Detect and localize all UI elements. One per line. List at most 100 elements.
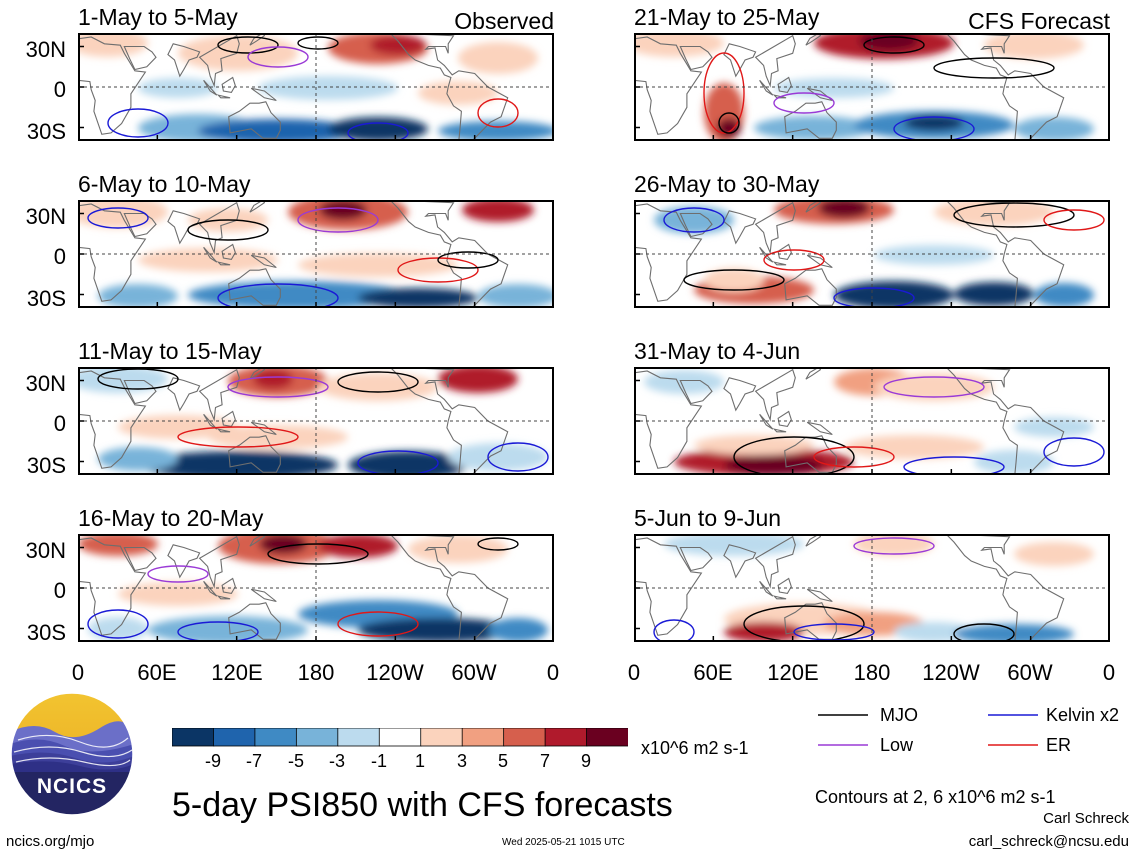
coastline	[945, 367, 1065, 475]
colorbar-swatch	[254, 728, 298, 747]
coastline	[250, 588, 277, 603]
coastline	[777, 410, 792, 428]
colorbar-tick: 9	[580, 751, 592, 771]
xlabel: 60W	[1007, 660, 1053, 685]
coastline	[634, 537, 703, 636]
contour-line	[217, 36, 279, 54]
anomaly-field	[438, 121, 554, 141]
anomaly-field	[634, 33, 724, 57]
coastline	[754, 34, 796, 88]
contour-line	[337, 611, 419, 637]
anomaly-field	[148, 616, 308, 642]
contour-line	[87, 207, 149, 229]
coastline	[945, 33, 1065, 141]
coastline	[723, 377, 757, 412]
panel-title-5: 21-May to 25-May	[634, 4, 820, 30]
anomaly-field	[318, 373, 438, 401]
panel-title-2: 6-May to 10-May	[78, 171, 251, 197]
colorbar-tick: 3	[456, 751, 468, 771]
anomaly-field	[188, 281, 408, 308]
contour-note: Contours at 2, 6 x10^6 m2 s-1	[815, 787, 1056, 807]
coastline	[945, 534, 1065, 642]
legend-swatches-right	[988, 714, 1038, 746]
coastline	[634, 370, 703, 469]
xlabel: 180	[853, 660, 891, 685]
anomaly-field	[98, 284, 178, 308]
coastline	[389, 534, 509, 642]
coastline	[754, 368, 796, 422]
contour-line	[487, 442, 549, 472]
author-email[interactable]: carl_schreck@ncsu.edu	[968, 833, 1129, 850]
anomaly-field	[78, 367, 168, 393]
legend-label-kelvin: Kelvin x2	[1046, 705, 1120, 725]
panel-title-1: 1-May to 5-May	[78, 4, 238, 30]
colorbar-swatch	[503, 728, 546, 747]
anomaly-field	[704, 268, 764, 292]
coastline	[123, 45, 157, 71]
ylabel-eq: 0	[53, 411, 66, 436]
colorbar-tick: -1	[370, 751, 388, 771]
anomaly-field	[462, 200, 534, 222]
contour-line	[933, 57, 1055, 79]
coastline	[634, 203, 703, 302]
anomaly-field	[754, 116, 874, 140]
anomaly-field	[78, 534, 158, 556]
map-panel	[78, 534, 554, 642]
colorbar	[172, 728, 628, 747]
coastline	[759, 246, 774, 263]
anomaly-field	[138, 451, 338, 475]
coastline	[772, 595, 787, 600]
anomaly-field	[774, 78, 894, 98]
forecast-label: CFS Forecast	[968, 8, 1110, 34]
anomaly-field	[974, 450, 1054, 474]
anomaly-field	[904, 115, 964, 131]
anomaly-field	[118, 582, 238, 606]
site-link[interactable]: ncics.org/mjo	[6, 833, 95, 850]
coastline	[806, 421, 833, 436]
anomaly-field	[370, 35, 426, 55]
logo-text: NCICS	[37, 775, 107, 798]
xlabel: 120W	[366, 660, 424, 685]
contour-line	[953, 202, 1075, 228]
coastline	[221, 243, 236, 261]
map-panel	[78, 367, 554, 475]
panel-title-8: 5-Jun to 9-Jun	[634, 505, 782, 531]
anomaly-field	[1014, 542, 1094, 566]
xlabel: 120E	[767, 660, 819, 685]
colorbar-swatch	[544, 728, 588, 747]
anomaly-field	[834, 281, 954, 308]
ylabel-eq: 0	[53, 77, 66, 102]
anomaly-field	[358, 288, 478, 308]
coastline	[806, 588, 833, 603]
coastline	[216, 94, 231, 99]
contour-line	[903, 456, 1005, 475]
coastline	[78, 370, 147, 469]
anomaly-field	[198, 119, 358, 141]
colorbar-tick: -9	[204, 751, 222, 771]
contour-line	[953, 623, 1015, 642]
coastline	[228, 268, 281, 306]
ylabel-30s: 30S	[26, 286, 66, 311]
author: Carl Schreck	[1043, 810, 1129, 827]
anomaly-field	[954, 282, 1034, 306]
coastline	[216, 261, 231, 266]
contour-line	[437, 251, 499, 269]
coastline	[198, 535, 240, 589]
coastline	[167, 544, 201, 579]
map-panel	[634, 534, 1110, 642]
figure-title: 5-day PSI850 with CFS forecasts	[172, 786, 673, 824]
ylabel-eq: 0	[53, 578, 66, 603]
panel-title-4: 16-May to 20-May	[78, 505, 264, 531]
anomaly-field	[874, 245, 994, 265]
xlabel: 60E	[137, 660, 177, 685]
xlabel: 120E	[211, 660, 263, 685]
coastline	[806, 254, 833, 269]
coastline	[784, 602, 837, 640]
anomaly-field	[478, 284, 554, 308]
coastline	[754, 535, 796, 589]
contour-line	[683, 269, 785, 291]
ylabel-30s: 30S	[26, 119, 66, 144]
contour-line	[863, 36, 925, 54]
coastline	[250, 421, 277, 436]
contour-line	[177, 621, 259, 642]
